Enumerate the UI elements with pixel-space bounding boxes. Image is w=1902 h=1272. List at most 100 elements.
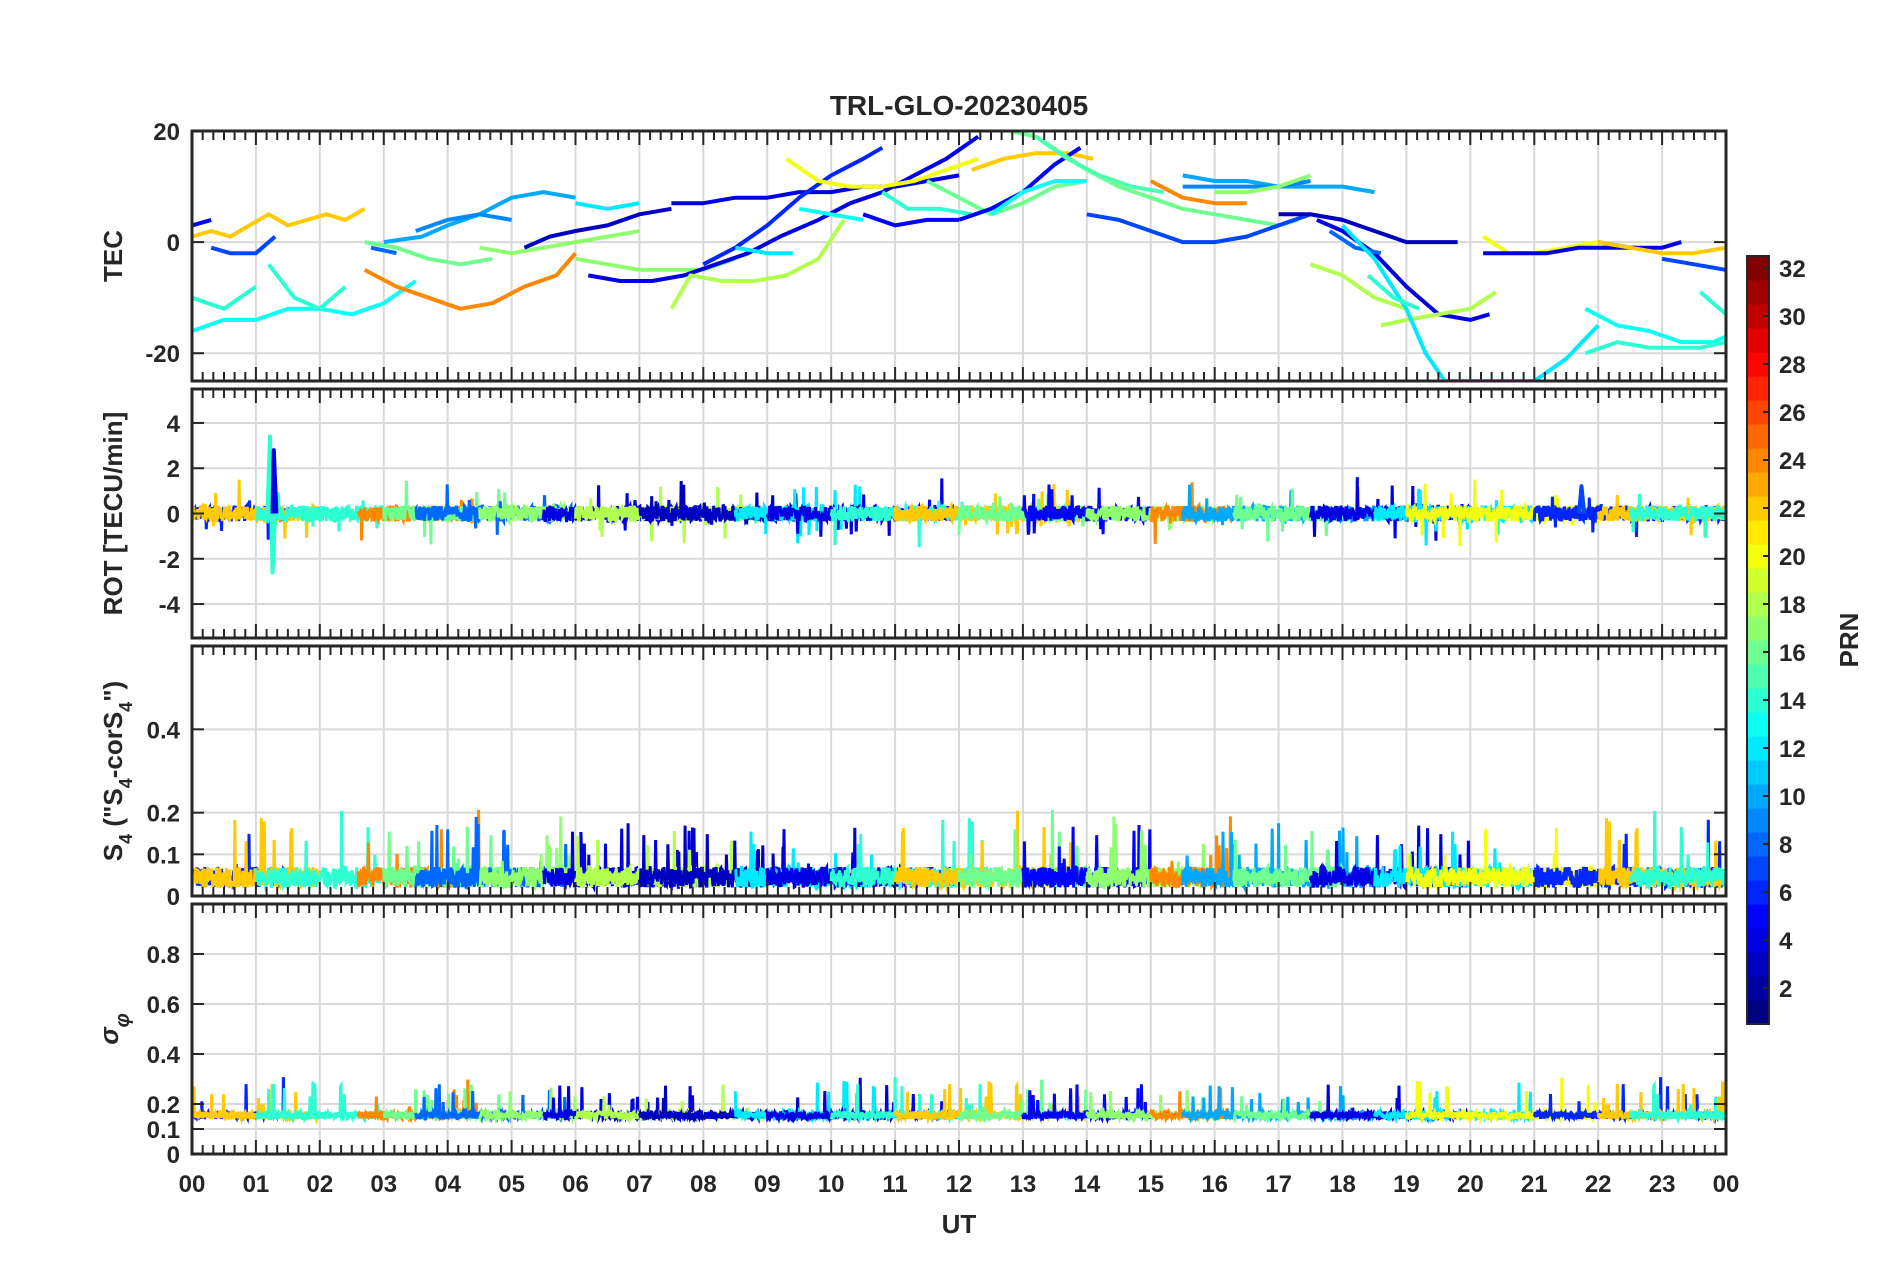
series-line-prn-20 xyxy=(785,156,979,189)
noise-line-prn-17 xyxy=(478,1087,577,1125)
series-line-prn-7 xyxy=(1577,484,1587,514)
colorbar-segment xyxy=(1747,832,1769,857)
x-tick-label: 06 xyxy=(562,1171,589,1198)
x-tick-label: 00 xyxy=(1713,1171,1740,1198)
y-axis-label: ROT [TECU/min] xyxy=(98,412,128,616)
plot-area xyxy=(192,1077,1726,1125)
noise-line-prn-20 xyxy=(1404,479,1600,546)
noise-series xyxy=(192,1077,1726,1125)
x-tick-label: 07 xyxy=(626,1171,653,1198)
x-tick-labels: 00 01 02 03 04 05 06 07 08 09 10 11 12 13 14 15 16 17 18 19… xyxy=(179,1171,1740,1198)
x-tick-label: 12 xyxy=(946,1171,973,1198)
colorbar-tick-label: 10 xyxy=(1779,784,1806,811)
series-line-prn-14 xyxy=(1366,273,1420,311)
series-line-prn-10 xyxy=(383,190,576,245)
series-line-prn-18 xyxy=(1380,290,1497,328)
colorbar-tick-label: 28 xyxy=(1779,352,1806,379)
colorbar-tick-label: 18 xyxy=(1779,592,1806,619)
colorbar-tick-label: 20 xyxy=(1779,544,1806,571)
series-line-prn-16 xyxy=(1009,131,1299,228)
series-line-prn-24 xyxy=(1149,179,1247,206)
panel-sigma-phi: 00.10.2 0.4 0.6 0.8 σφ xyxy=(94,902,1728,1169)
colorbar-segment xyxy=(1747,616,1769,641)
colorbar-segment xyxy=(1747,1000,1769,1025)
colorbar-segment xyxy=(1747,640,1769,665)
x-tick-label: 04 xyxy=(434,1171,461,1198)
colorbar-tick-label: 8 xyxy=(1779,832,1792,859)
x-tick-label: 01 xyxy=(243,1171,270,1198)
x-ticks xyxy=(191,131,1727,381)
x-tick-label: 00 xyxy=(179,1171,206,1198)
y-tick-label: -2 xyxy=(159,547,180,574)
colorbar-segment xyxy=(1747,496,1769,521)
y-tick-label: 0.1 xyxy=(147,1117,180,1144)
series-line-prn-22 xyxy=(1597,240,1726,256)
colorbar-segment xyxy=(1747,448,1769,473)
series-line-prn-8 xyxy=(370,245,397,256)
colorbar-segment xyxy=(1747,904,1769,929)
x-tick-label: 05 xyxy=(498,1171,525,1198)
colorbar-segment xyxy=(1747,736,1769,761)
series-line-prn-3 xyxy=(523,206,672,250)
series-line-prn-24 xyxy=(363,251,578,311)
y-tick-label: 0 xyxy=(167,1142,180,1169)
series-line-prn-17 xyxy=(1214,173,1312,195)
y-tick-label: 0.2 xyxy=(147,1092,180,1119)
x-tick-label: 14 xyxy=(1073,1171,1100,1198)
x-tick-label: 23 xyxy=(1649,1171,1676,1198)
y-tick-label: 0 xyxy=(167,884,180,911)
x-ticks xyxy=(191,904,1727,1154)
series-line-prn-7 xyxy=(1661,256,1726,272)
panel-rot: -4 -2 0 2 4 ROT [TECU/min] xyxy=(98,387,1728,640)
x-tick-label: 20 xyxy=(1457,1171,1484,1198)
x-ticks xyxy=(191,389,1727,638)
noise-line-prn-22 xyxy=(192,479,322,539)
series-line-prn-14 xyxy=(267,263,347,311)
series-line-prn-3 xyxy=(1278,212,1458,245)
y-tick-label: 0 xyxy=(167,230,180,257)
colorbar-segment xyxy=(1747,544,1769,569)
y-axis-label: S4 ("S4-corS4") xyxy=(98,681,136,861)
y-tick-label: 0.4 xyxy=(147,1042,181,1069)
plot-area xyxy=(192,809,1726,894)
colorbar-segment xyxy=(1747,304,1769,329)
colorbar-tick-label: 12 xyxy=(1779,736,1806,763)
colorbar-segment xyxy=(1747,424,1769,449)
series-line-prn-13 xyxy=(192,279,417,333)
colorbar-segment xyxy=(1747,928,1769,953)
series-line-prn-4 xyxy=(1483,245,1637,256)
series-line-prn-7 xyxy=(1086,212,1343,245)
series-line-prn-14 xyxy=(1584,340,1726,356)
x-tick-label: 03 xyxy=(370,1171,397,1198)
colorbar-segment xyxy=(1747,280,1769,305)
x-tick-label: 18 xyxy=(1329,1171,1356,1198)
series-line-prn-12 xyxy=(575,201,640,211)
series-line-prn-5 xyxy=(862,212,959,228)
series-line-prn-13 xyxy=(1584,307,1726,345)
colorbar-tick-label: 26 xyxy=(1779,400,1806,427)
colorbar-tick-label: 32 xyxy=(1779,256,1806,283)
colorbar-tick-label: 14 xyxy=(1779,688,1806,715)
colorbar-segment xyxy=(1747,592,1769,617)
colorbar-segment xyxy=(1747,520,1769,545)
x-tick-label: 10 xyxy=(818,1171,845,1198)
y-tick-label: 0.2 xyxy=(147,801,180,828)
chart-title: TRL-GLO-20230405 xyxy=(830,90,1088,121)
colorbar-segment xyxy=(1747,352,1769,377)
series-line-prn-9 xyxy=(415,212,512,233)
series-line-prn-16 xyxy=(364,240,493,267)
series-line-prn-14 xyxy=(192,284,258,311)
x-ticks xyxy=(191,646,1727,896)
noise-line-prn-14 xyxy=(1628,1080,1726,1125)
series-line-prn-22 xyxy=(971,151,1094,172)
x-tick-label: 15 xyxy=(1137,1171,1164,1198)
series-line-prn-15 xyxy=(1034,134,1164,195)
x-axis-label: UT xyxy=(942,1209,977,1239)
noise-line-prn-20 xyxy=(1404,827,1600,892)
colorbar-tick-label: 24 xyxy=(1779,448,1806,475)
colorbar-tick-label: 2 xyxy=(1779,976,1792,1003)
series-line-prn-14 xyxy=(881,190,973,217)
